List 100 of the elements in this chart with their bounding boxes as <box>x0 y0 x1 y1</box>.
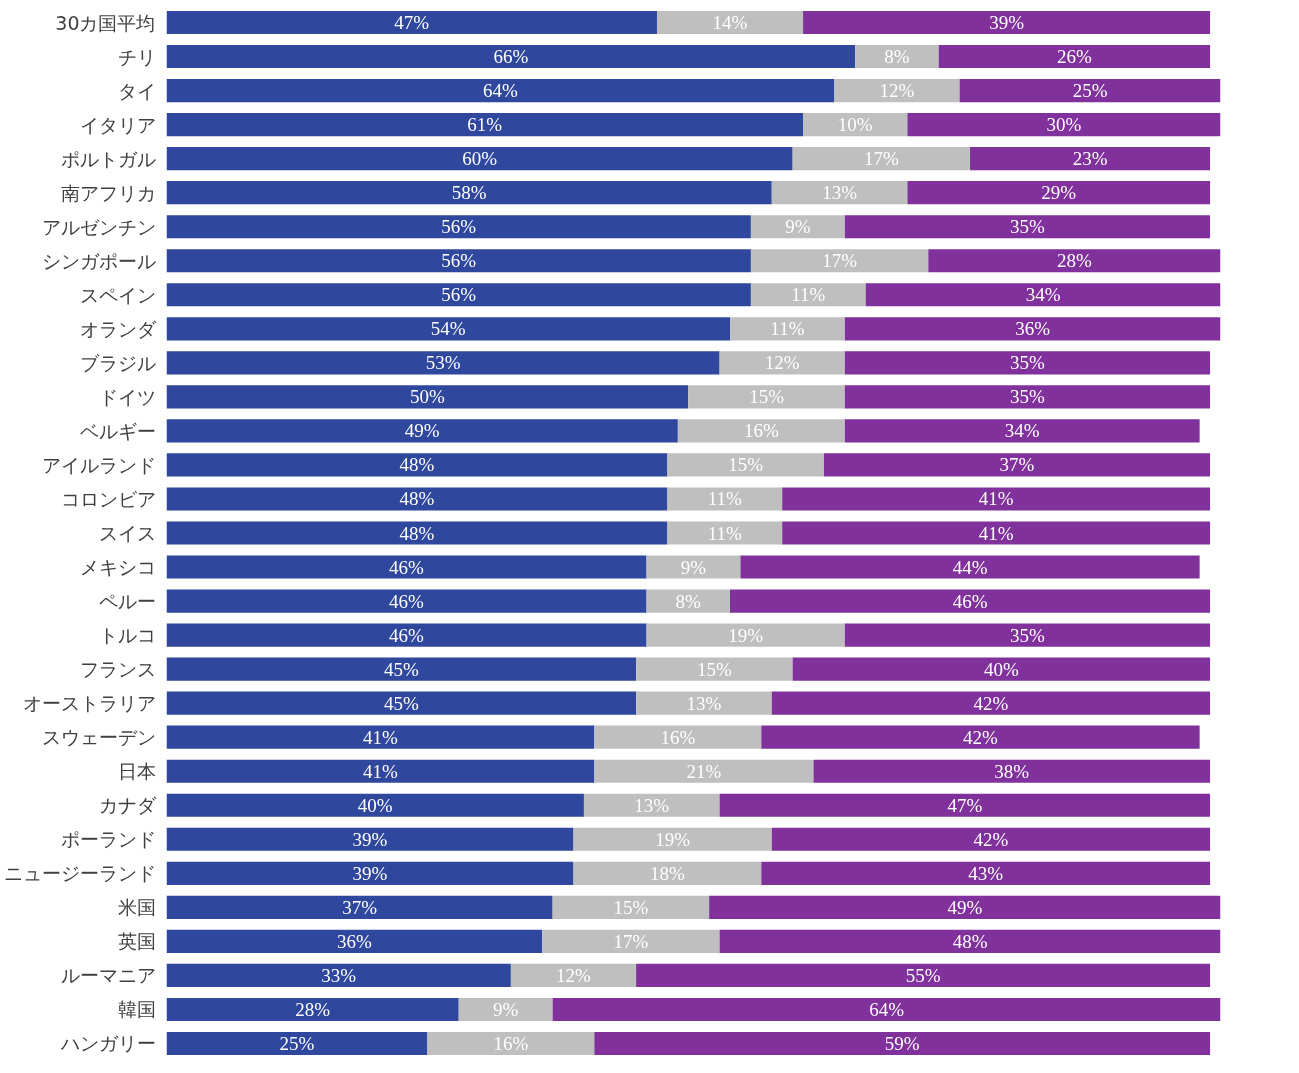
data-label: 42% <box>963 726 999 748</box>
bar <box>636 657 793 681</box>
bar <box>803 10 1211 35</box>
bar <box>782 521 1211 545</box>
data-label: 11% <box>791 284 826 306</box>
bar <box>583 793 720 817</box>
bar <box>646 555 741 579</box>
bar <box>594 725 762 749</box>
bar <box>750 249 929 273</box>
data-label: 61% <box>467 114 503 136</box>
y-tick-label: コロンビア <box>60 487 156 510</box>
bar <box>844 419 1200 443</box>
data-label: 21% <box>686 760 722 782</box>
y-tick-label: ペルー <box>98 590 156 613</box>
bar <box>458 997 553 1022</box>
bar <box>844 385 1211 409</box>
bar <box>166 181 772 205</box>
data-label: 58% <box>451 182 487 204</box>
bar <box>552 997 1221 1022</box>
bar <box>166 997 459 1022</box>
data-label: 41% <box>363 760 399 782</box>
data-label: 16% <box>660 726 696 748</box>
bar <box>166 487 668 511</box>
bar <box>730 589 1211 613</box>
data-label: 12% <box>879 80 915 102</box>
data-label: 48% <box>399 488 435 510</box>
data-label: 64% <box>483 80 519 102</box>
data-label: 19% <box>655 828 691 850</box>
bar <box>677 419 845 443</box>
data-label: 29% <box>1041 182 1077 204</box>
bar <box>552 895 710 919</box>
bar <box>792 657 1211 681</box>
bar <box>166 793 584 817</box>
data-label: 35% <box>1010 624 1046 646</box>
y-tick-label: スイス <box>98 522 156 544</box>
data-label: 30% <box>1046 114 1082 136</box>
y-tick-label: ベルギー <box>79 419 156 442</box>
bar <box>166 589 647 613</box>
data-label: 16% <box>743 420 779 442</box>
data-label: 11% <box>707 522 743 544</box>
y-tick-label: 韓国 <box>117 998 156 1021</box>
bar <box>166 521 668 545</box>
data-label: 39% <box>989 12 1025 34</box>
bar <box>542 929 720 953</box>
data-label: 37% <box>999 454 1035 476</box>
bar <box>907 113 1221 137</box>
y-tick-label: アルゼンチン <box>41 215 156 238</box>
bar <box>646 623 845 647</box>
data-label: 54% <box>430 318 466 340</box>
y-tick-label: ハンガリー <box>59 1032 156 1055</box>
data-label: 8% <box>675 590 702 612</box>
data-label: 39% <box>352 862 388 884</box>
data-label: 46% <box>952 590 988 612</box>
bar <box>166 283 751 307</box>
data-label: 34% <box>1004 420 1040 442</box>
data-label: 41% <box>363 726 399 748</box>
data-label: 23% <box>1072 148 1108 170</box>
bar <box>844 623 1211 647</box>
data-label: 47% <box>394 12 430 34</box>
bar <box>636 963 1211 987</box>
data-label: 46% <box>389 624 425 646</box>
bar <box>166 861 574 885</box>
bar <box>834 79 960 103</box>
data-label: 13% <box>686 692 722 714</box>
bar <box>761 725 1200 749</box>
bar <box>166 963 511 987</box>
y-tick-label: フランス <box>79 658 156 681</box>
data-label: 25% <box>1072 80 1108 102</box>
data-label: 46% <box>389 590 425 612</box>
bar <box>771 181 908 205</box>
y-tick-label: イタリア <box>79 113 156 136</box>
y-tick-label: ルーマニア <box>60 964 156 987</box>
bar <box>510 963 637 987</box>
y-tick-label: メキシコ <box>79 556 156 579</box>
bar <box>166 147 793 171</box>
data-label: 11% <box>707 488 743 510</box>
bar <box>166 10 657 35</box>
data-label: 17% <box>822 250 858 272</box>
bar <box>166 759 595 783</box>
y-tick-label: スウェーデン <box>41 726 156 749</box>
bar <box>166 385 689 409</box>
bar <box>823 453 1211 477</box>
bar <box>573 827 772 851</box>
y-tick-label: 日本 <box>117 760 156 783</box>
data-label: 40% <box>357 794 393 816</box>
data-label: 17% <box>613 930 649 952</box>
data-label: 13% <box>822 182 858 204</box>
data-label: 43% <box>968 862 1004 884</box>
data-label: 36% <box>336 930 372 952</box>
y-tick-label: ポルトガル <box>60 147 156 170</box>
data-label: 41% <box>978 488 1014 510</box>
data-label: 64% <box>869 998 905 1020</box>
data-label: 13% <box>634 794 670 816</box>
bar <box>427 1031 595 1056</box>
y-tick-label: カナダ <box>98 794 157 817</box>
bar <box>166 113 804 137</box>
bar <box>719 929 1221 953</box>
y-tick-label: 英国 <box>117 930 156 953</box>
data-label: 10% <box>837 114 873 136</box>
bar <box>803 113 908 137</box>
